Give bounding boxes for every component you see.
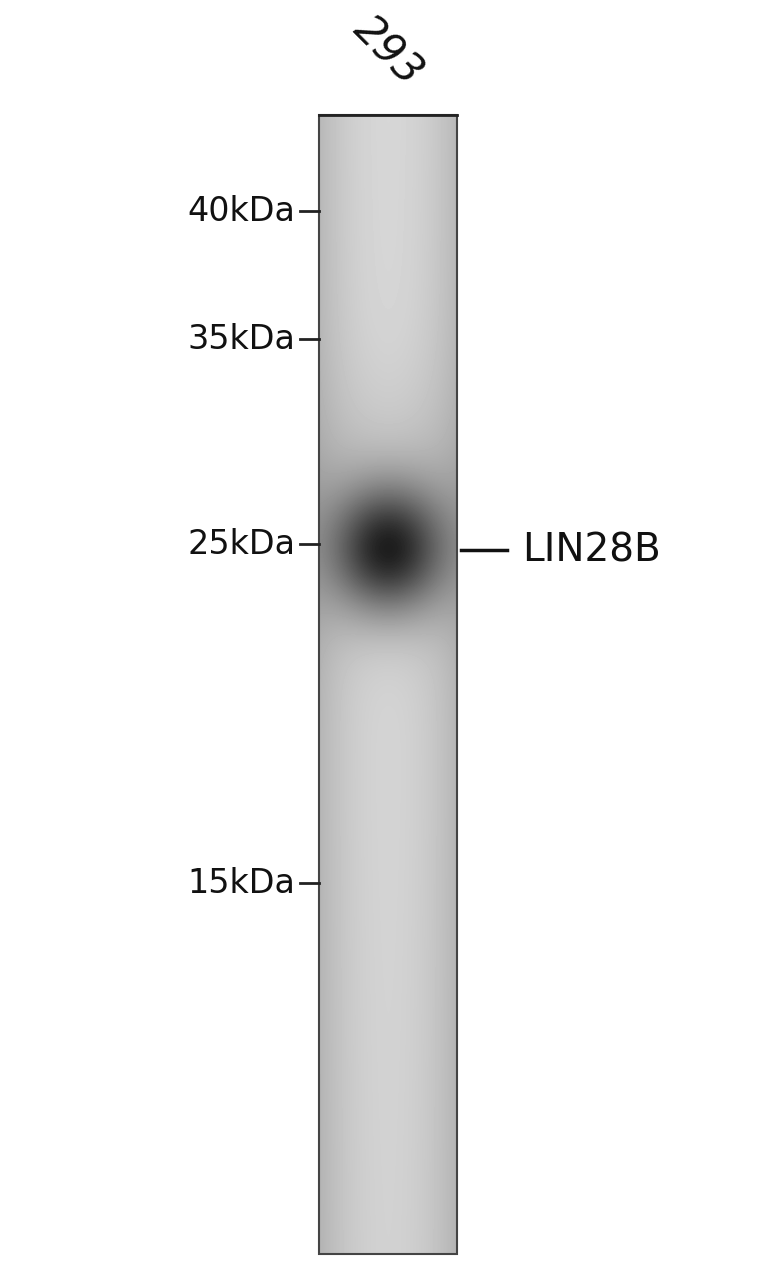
Text: 35kDa: 35kDa <box>188 323 296 356</box>
Text: 25kDa: 25kDa <box>187 527 296 561</box>
Bar <box>319 115 457 1254</box>
Text: 293: 293 <box>345 8 431 95</box>
Text: LIN28B: LIN28B <box>522 531 661 570</box>
Text: 15kDa: 15kDa <box>188 867 296 900</box>
Text: 40kDa: 40kDa <box>188 195 296 228</box>
